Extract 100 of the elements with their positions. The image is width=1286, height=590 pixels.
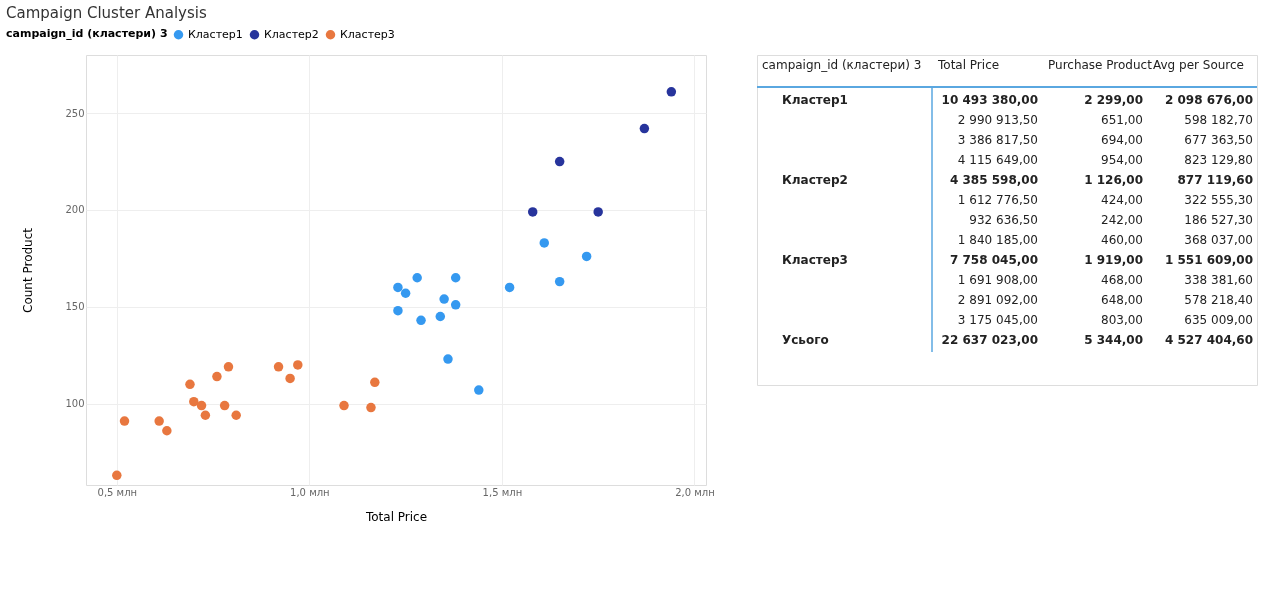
point: [154, 416, 164, 426]
legend-label: Кластер2: [264, 27, 319, 41]
y-tick-label: 200: [65, 204, 85, 216]
point: [435, 311, 446, 322]
point: [366, 402, 376, 413]
data-label: 4 527 404,60: [1164, 333, 1253, 347]
text: 803,00: [1101, 313, 1143, 327]
data-label: 877 119,60: [1177, 173, 1253, 187]
y-tick-label: 150: [65, 301, 85, 313]
data-label: 22 637 023,00: [941, 333, 1038, 347]
data-label: 1 126,00: [1084, 173, 1143, 187]
x-tick-label: 0,5 млн: [97, 486, 138, 498]
text: 1 691 908,00: [957, 273, 1038, 287]
text: 1 612 776,50: [957, 193, 1038, 207]
text: Avg per Source: [1153, 58, 1245, 72]
text: 578 218,40: [1184, 293, 1253, 307]
point: [200, 410, 211, 420]
y-tick-label: 250: [65, 107, 85, 119]
point: [393, 282, 403, 293]
point: [162, 426, 172, 436]
text: 424,00: [1101, 193, 1143, 207]
text: 651,00: [1101, 113, 1143, 127]
category-label: Усього: [782, 333, 829, 347]
point: [474, 385, 484, 395]
x-tick-label: 1,0 млн: [290, 486, 330, 498]
point: [231, 410, 241, 420]
text: 2 891 092,00: [957, 293, 1038, 307]
data-label: 10 493 380,00: [941, 93, 1038, 107]
text: 598 182,70: [1184, 113, 1253, 127]
point: [593, 207, 603, 217]
point: [666, 87, 677, 97]
text: campaign_id (кластери) 3: [762, 58, 922, 72]
point: [450, 300, 461, 310]
point: [527, 207, 538, 217]
y-axis-title: Count Product: [21, 227, 36, 314]
text: 823 129,80: [1184, 153, 1253, 167]
point: [112, 470, 122, 481]
point: [339, 400, 349, 411]
text: 460,00: [1101, 233, 1143, 247]
category-label: Кластер2: [782, 173, 848, 187]
point: [212, 371, 222, 382]
data-label: 7 758 045,00: [949, 253, 1038, 267]
text: 3 175 045,00: [957, 313, 1038, 327]
point: [400, 288, 411, 298]
point: [639, 123, 650, 134]
text: Total Price: [937, 58, 1000, 72]
data-label: 2 098 676,00: [1164, 93, 1253, 107]
point: [223, 362, 234, 372]
point: [285, 373, 295, 384]
text: 635 009,00: [1184, 313, 1253, 327]
data-label: 5 344,00: [1084, 333, 1143, 347]
point: [196, 400, 207, 411]
point: [539, 238, 549, 248]
point: [416, 315, 426, 326]
text: 338 381,60: [1184, 273, 1253, 287]
text: 468,00: [1101, 273, 1143, 287]
point: [439, 294, 449, 304]
text: 4 115 649,00: [957, 153, 1038, 167]
category-label: Кластер3: [782, 253, 848, 267]
legend-label: Кластер3: [340, 27, 395, 41]
data-label: 1 551 609,00: [1164, 253, 1253, 267]
x-tick-label: 1,5 млн: [482, 486, 523, 498]
x-axis-title: Total Price: [364, 509, 428, 524]
data-label: 1 919,00: [1084, 253, 1143, 267]
point: [554, 276, 565, 287]
text: 694,00: [1101, 133, 1143, 147]
point: [370, 377, 380, 388]
data-label: 2 299,00: [1084, 93, 1143, 107]
category-label: Кластер1: [782, 93, 848, 107]
y-tick-label: 100: [65, 398, 85, 410]
point: [412, 273, 422, 283]
text: 954,00: [1101, 153, 1143, 167]
point: [273, 362, 284, 372]
point: [504, 282, 515, 293]
point: [581, 251, 592, 262]
point: [293, 360, 303, 370]
legend-label: Кластер1: [188, 27, 243, 41]
point: [189, 396, 199, 407]
point: [554, 156, 565, 167]
chart-title: Campaign Cluster Analysis: [6, 4, 207, 22]
x-tick-label: 2,0 млн: [675, 486, 715, 498]
text: 322 555,30: [1184, 193, 1253, 207]
text: 648,00: [1101, 293, 1143, 307]
text: 1 840 185,00: [957, 233, 1038, 247]
text: 242,00: [1101, 213, 1143, 227]
point: [393, 305, 403, 316]
point: [219, 400, 230, 411]
text: 932 636,50: [969, 213, 1038, 227]
text: 2 990 913,50: [957, 113, 1038, 127]
point: [450, 273, 461, 283]
text: 368 037,00: [1184, 233, 1253, 247]
point: [443, 354, 453, 364]
data-label: 4 385 598,00: [949, 173, 1038, 187]
text: 3 386 817,50: [957, 133, 1038, 147]
legend-title: campaign_id (кластери) 3: [6, 27, 168, 40]
text: 677 363,50: [1184, 133, 1253, 147]
point: [185, 379, 195, 390]
text: 186 527,30: [1184, 213, 1253, 227]
text: Purchase Product: [1048, 58, 1153, 72]
point: [119, 416, 130, 426]
